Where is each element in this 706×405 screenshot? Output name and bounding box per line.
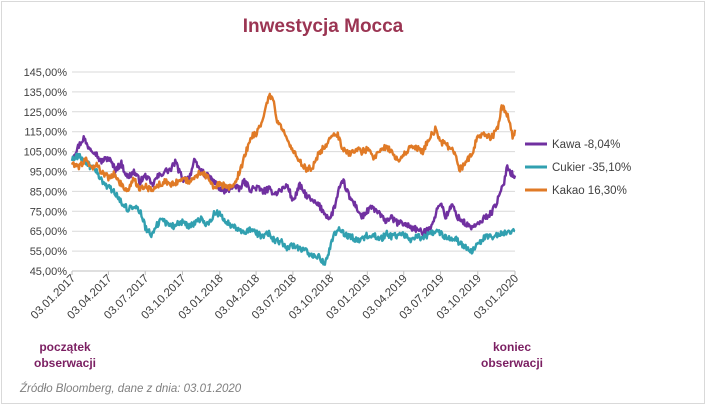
end-annotation-line2: obserwacji	[480, 356, 544, 370]
series-line	[71, 134, 517, 237]
y-tick-label: 75,00%	[30, 206, 68, 218]
y-tick-label: 125,00%	[24, 107, 68, 119]
source-note: Źródło Bloomberg, dane z dnia: 03.01.202…	[20, 383, 242, 395]
y-tick-label: 145,00%	[24, 67, 68, 79]
y-tick-label: 95,00%	[30, 167, 68, 179]
series-line	[70, 152, 516, 266]
end-annotation-line1: koniec	[492, 340, 531, 354]
y-tick-label: 55,00%	[30, 246, 68, 258]
legend-label: Cukier -35,10%	[552, 162, 631, 174]
legend-label: Kakao 16,30%	[552, 185, 627, 197]
end-annotation: koniec obserwacji	[472, 339, 552, 371]
y-tick-label: 135,00%	[24, 87, 68, 99]
y-tick-label: 45,00%	[30, 266, 68, 278]
y-tick-label: 65,00%	[30, 226, 68, 238]
legend-label: Kawa -8,04%	[552, 139, 620, 151]
y-tick-label: 85,00%	[30, 186, 68, 198]
y-axis-ticks: 145,00% 135,00% 125,00% 115,00% 105,00% 95,00…	[24, 67, 68, 278]
x-axis-ticks: 03.01.201703.04.201703.07.201703.10.2017…	[29, 271, 521, 322]
legend: Kawa -8,04% Cukier -35,10% Kakao 16,30%	[525, 139, 631, 197]
start-annotation-line1: początek	[39, 340, 91, 354]
start-annotation-line2: obserwacji	[33, 356, 97, 370]
series-line	[70, 92, 517, 193]
chart-title: Inwestycja Mocca	[243, 16, 404, 37]
grid-lines	[72, 71, 515, 272]
y-tick-label: 115,00%	[24, 127, 67, 139]
start-annotation: początek obserwacji	[20, 339, 110, 371]
series-lines	[70, 92, 517, 266]
y-tick-label: 105,00%	[24, 147, 68, 159]
